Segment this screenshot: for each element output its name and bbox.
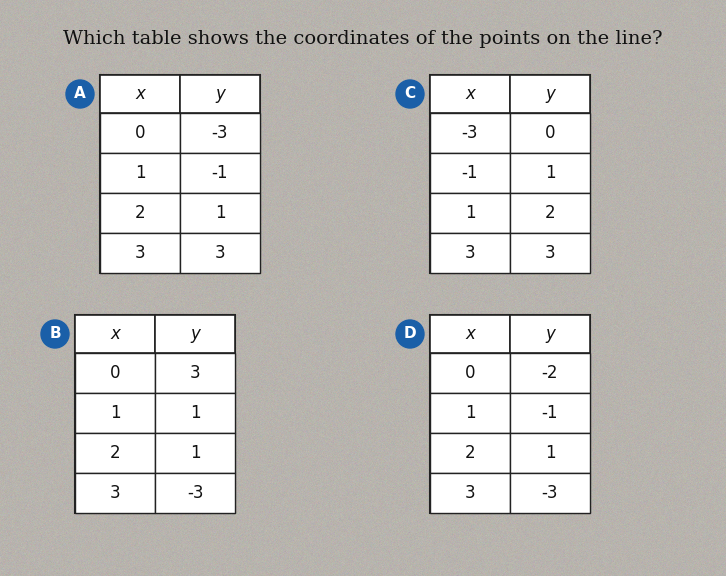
Text: -3: -3	[212, 124, 228, 142]
FancyBboxPatch shape	[180, 153, 260, 193]
Text: 2: 2	[544, 204, 555, 222]
Text: A: A	[74, 86, 86, 101]
Text: y: y	[545, 325, 555, 343]
FancyBboxPatch shape	[155, 473, 235, 513]
FancyBboxPatch shape	[100, 75, 260, 273]
Text: -3: -3	[187, 484, 203, 502]
Text: C: C	[404, 86, 415, 101]
Text: x: x	[110, 325, 120, 343]
Text: B: B	[49, 327, 61, 342]
Text: 3: 3	[110, 484, 121, 502]
FancyBboxPatch shape	[510, 233, 590, 273]
Text: D: D	[404, 327, 416, 342]
Text: 3: 3	[215, 244, 225, 262]
Text: 1: 1	[189, 404, 200, 422]
Text: 0: 0	[544, 124, 555, 142]
FancyBboxPatch shape	[430, 315, 510, 353]
Text: -1: -1	[462, 164, 478, 182]
FancyBboxPatch shape	[430, 315, 590, 513]
Text: -1: -1	[542, 404, 558, 422]
Text: 3: 3	[189, 364, 200, 382]
FancyBboxPatch shape	[430, 233, 510, 273]
Text: 0: 0	[135, 124, 145, 142]
Text: y: y	[545, 85, 555, 103]
Text: 3: 3	[544, 244, 555, 262]
FancyBboxPatch shape	[100, 113, 180, 153]
Text: 2: 2	[110, 444, 121, 462]
Text: 0: 0	[110, 364, 121, 382]
FancyBboxPatch shape	[430, 473, 510, 513]
FancyBboxPatch shape	[430, 393, 510, 433]
FancyBboxPatch shape	[430, 433, 510, 473]
Text: 1: 1	[189, 444, 200, 462]
Text: 3: 3	[135, 244, 145, 262]
FancyBboxPatch shape	[100, 233, 180, 273]
FancyBboxPatch shape	[510, 353, 590, 393]
FancyBboxPatch shape	[100, 153, 180, 193]
FancyBboxPatch shape	[510, 113, 590, 153]
FancyBboxPatch shape	[430, 193, 510, 233]
FancyBboxPatch shape	[510, 393, 590, 433]
Text: 1: 1	[135, 164, 145, 182]
FancyBboxPatch shape	[510, 75, 590, 113]
FancyBboxPatch shape	[100, 75, 180, 113]
Text: 3: 3	[465, 484, 476, 502]
FancyBboxPatch shape	[430, 75, 510, 113]
Text: -1: -1	[212, 164, 228, 182]
Text: x: x	[465, 85, 475, 103]
FancyBboxPatch shape	[510, 433, 590, 473]
FancyBboxPatch shape	[510, 193, 590, 233]
Circle shape	[66, 80, 94, 108]
FancyBboxPatch shape	[100, 193, 180, 233]
Text: 2: 2	[135, 204, 145, 222]
FancyBboxPatch shape	[510, 473, 590, 513]
Text: Which table shows the coordinates of the points on the line?: Which table shows the coordinates of the…	[63, 30, 663, 48]
Text: 1: 1	[465, 204, 476, 222]
Text: -3: -3	[462, 124, 478, 142]
Text: 2: 2	[465, 444, 476, 462]
FancyBboxPatch shape	[155, 353, 235, 393]
FancyBboxPatch shape	[75, 315, 155, 353]
FancyBboxPatch shape	[75, 473, 155, 513]
Circle shape	[41, 320, 69, 348]
Text: x: x	[135, 85, 145, 103]
Circle shape	[396, 320, 424, 348]
FancyBboxPatch shape	[75, 433, 155, 473]
Text: 1: 1	[110, 404, 121, 422]
Text: x: x	[465, 325, 475, 343]
Text: -2: -2	[542, 364, 558, 382]
FancyBboxPatch shape	[75, 393, 155, 433]
FancyBboxPatch shape	[180, 75, 260, 113]
Text: 1: 1	[465, 404, 476, 422]
FancyBboxPatch shape	[155, 433, 235, 473]
FancyBboxPatch shape	[75, 315, 235, 513]
FancyBboxPatch shape	[155, 393, 235, 433]
FancyBboxPatch shape	[155, 315, 235, 353]
FancyBboxPatch shape	[180, 233, 260, 273]
FancyBboxPatch shape	[430, 153, 510, 193]
Text: y: y	[190, 325, 200, 343]
FancyBboxPatch shape	[430, 113, 510, 153]
Text: -3: -3	[542, 484, 558, 502]
Text: 3: 3	[465, 244, 476, 262]
Text: 1: 1	[544, 444, 555, 462]
Text: 1: 1	[215, 204, 225, 222]
Text: y: y	[215, 85, 225, 103]
FancyBboxPatch shape	[430, 75, 590, 273]
FancyBboxPatch shape	[510, 153, 590, 193]
FancyBboxPatch shape	[430, 353, 510, 393]
Text: 1: 1	[544, 164, 555, 182]
FancyBboxPatch shape	[510, 315, 590, 353]
Text: 0: 0	[465, 364, 476, 382]
FancyBboxPatch shape	[180, 193, 260, 233]
Circle shape	[396, 80, 424, 108]
FancyBboxPatch shape	[180, 113, 260, 153]
FancyBboxPatch shape	[75, 353, 155, 393]
